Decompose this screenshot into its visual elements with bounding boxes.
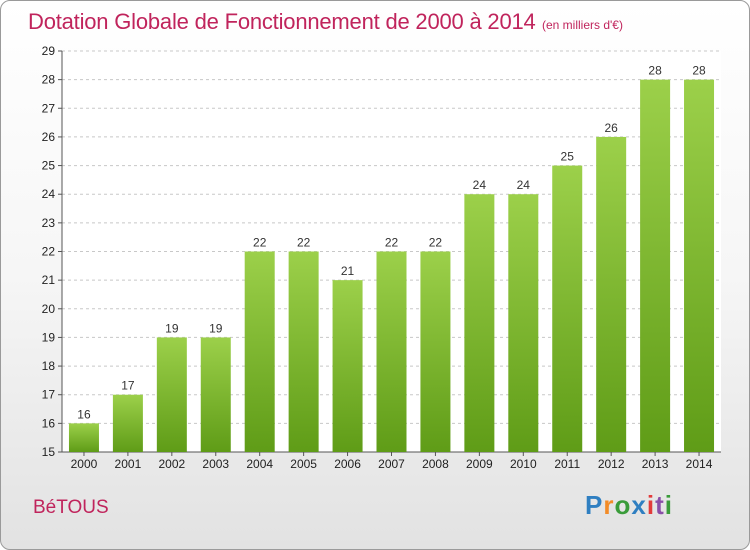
y-tick-label: 16 bbox=[42, 416, 56, 430]
y-tick-label: 19 bbox=[42, 330, 56, 344]
y-tick-label: 15 bbox=[42, 445, 56, 459]
data-label: 28 bbox=[648, 64, 662, 78]
logo-letter: o bbox=[614, 490, 632, 520]
data-label: 25 bbox=[561, 150, 575, 164]
x-tick-label: 2008 bbox=[422, 457, 449, 471]
data-label: 28 bbox=[692, 64, 706, 78]
chart-title: Dotation Globale de Fonctionnement de 20… bbox=[28, 9, 536, 34]
data-label: 26 bbox=[604, 121, 618, 135]
bar bbox=[68, 423, 99, 452]
x-tick-label: 2000 bbox=[71, 457, 98, 471]
y-tick-label: 21 bbox=[42, 273, 56, 287]
x-tick-label: 2012 bbox=[598, 457, 625, 471]
y-tick-label: 24 bbox=[42, 187, 56, 201]
x-tick-label: 2004 bbox=[246, 457, 273, 471]
y-tick-label: 26 bbox=[42, 130, 56, 144]
y-tick-label: 18 bbox=[42, 359, 56, 373]
bar bbox=[552, 165, 583, 453]
bar bbox=[640, 79, 671, 453]
y-tick-label: 28 bbox=[42, 73, 56, 87]
bar bbox=[420, 251, 451, 452]
unit-note: (en milliers d'€) bbox=[542, 18, 623, 32]
y-tick-label: 20 bbox=[42, 302, 56, 316]
bar bbox=[332, 280, 363, 452]
x-tick-label: 2013 bbox=[642, 457, 669, 471]
bar bbox=[200, 337, 231, 452]
proxiti-logo: Proxiti bbox=[585, 490, 673, 521]
y-tick-label: 25 bbox=[42, 159, 56, 173]
x-tick-label: 2007 bbox=[378, 457, 405, 471]
data-label: 24 bbox=[517, 178, 531, 192]
data-label: 19 bbox=[165, 321, 179, 335]
bar bbox=[596, 136, 627, 452]
x-tick-label: 2010 bbox=[510, 457, 537, 471]
x-tick-label: 2003 bbox=[202, 457, 229, 471]
data-label: 24 bbox=[473, 178, 487, 192]
y-tick-label: 22 bbox=[42, 245, 56, 259]
y-tick-label: 23 bbox=[42, 216, 56, 230]
x-tick-label: 2006 bbox=[334, 457, 361, 471]
data-label: 19 bbox=[209, 321, 223, 335]
data-label: 16 bbox=[77, 407, 91, 421]
data-label: 22 bbox=[253, 236, 267, 250]
logo-letter: P bbox=[585, 490, 604, 520]
logo-letter: x bbox=[631, 490, 647, 520]
bar bbox=[508, 194, 539, 452]
logo-letter: t bbox=[655, 490, 665, 520]
bar bbox=[464, 194, 495, 452]
bar bbox=[376, 251, 407, 452]
logo-letter: r bbox=[603, 490, 615, 520]
data-label: 22 bbox=[429, 236, 443, 250]
bar bbox=[684, 79, 715, 453]
y-tick-label: 27 bbox=[42, 101, 56, 115]
data-label: 22 bbox=[297, 236, 311, 250]
bar bbox=[288, 251, 319, 452]
x-tick-label: 2001 bbox=[115, 457, 142, 471]
x-tick-label: 2005 bbox=[290, 457, 317, 471]
y-tick-label: 29 bbox=[42, 44, 56, 58]
logo-letter: i bbox=[646, 490, 656, 520]
y-tick-label: 17 bbox=[42, 388, 56, 402]
x-tick-label: 2011 bbox=[554, 457, 580, 471]
bar bbox=[244, 251, 275, 452]
data-label: 17 bbox=[121, 379, 135, 393]
bar bbox=[112, 394, 143, 452]
x-tick-label: 2009 bbox=[466, 457, 493, 471]
x-tick-label: 2002 bbox=[158, 457, 185, 471]
x-tick-label: 2014 bbox=[686, 457, 713, 471]
bar bbox=[156, 337, 187, 452]
commune-name: BéTOUS bbox=[33, 497, 109, 518]
logo-letter: i bbox=[664, 490, 673, 520]
data-label: 21 bbox=[341, 264, 355, 278]
data-label: 22 bbox=[385, 236, 399, 250]
